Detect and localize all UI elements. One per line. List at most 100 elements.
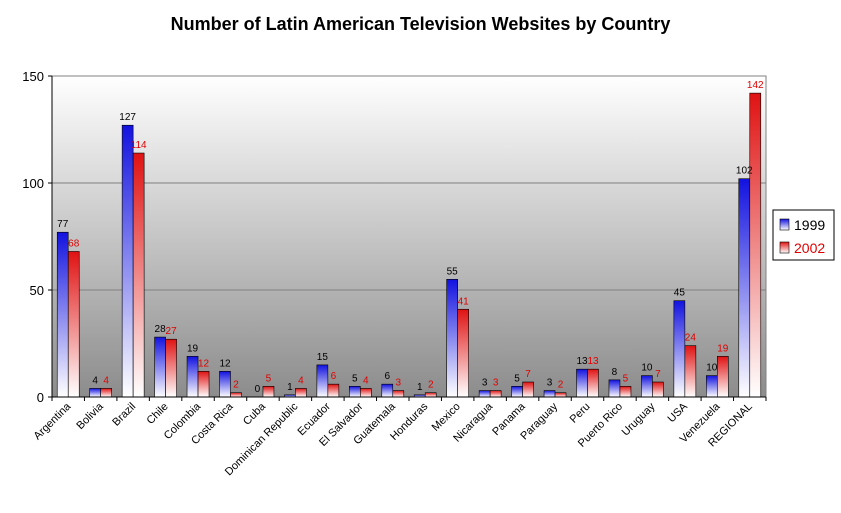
data-label-1999: 55 (447, 266, 459, 277)
data-label-1999: 12 (219, 358, 231, 369)
bar-2002-usa (684, 345, 697, 398)
data-label-2002: 3 (395, 378, 401, 389)
legend-label-1999: 1999 (794, 217, 825, 233)
bar-1999-paraguay (543, 390, 556, 398)
bar-2002-puerto-rico (619, 385, 632, 398)
x-tick-label: Peru (568, 401, 593, 426)
bar-1999-nicaragua (478, 390, 491, 398)
bar-1999-mexico (446, 278, 458, 398)
data-label-2002: 2 (558, 380, 564, 391)
data-label-2002: 4 (103, 375, 109, 386)
data-label-2002: 6 (331, 371, 337, 382)
y-tick-label: 150 (22, 69, 44, 84)
data-label-1999: 10 (706, 363, 718, 374)
bar-1999-ecuador (316, 364, 329, 398)
bar-1999-usa (673, 300, 686, 398)
data-label-1999: 45 (674, 288, 686, 299)
data-label-1999: 10 (641, 363, 653, 374)
y-tick-label: 0 (37, 390, 44, 405)
data-label-2002: 13 (587, 356, 599, 367)
data-label-2002: 3 (493, 378, 499, 389)
bar-2002-guatemala (392, 390, 405, 398)
data-label-2002: 7 (655, 369, 661, 380)
bar-1999-guatemala (381, 383, 394, 398)
bar-1999-colombia (186, 356, 199, 398)
data-label-2002: 4 (363, 375, 369, 386)
bar-1999-venezuela (706, 375, 718, 398)
bar-2002-mexico (457, 308, 469, 398)
bar-2002-argentina (67, 251, 80, 398)
legend-swatch-2002 (779, 241, 790, 254)
bar-2002-el-salvador (360, 388, 372, 398)
data-label-1999: 1 (417, 382, 423, 393)
data-label-2002: 5 (266, 373, 272, 384)
data-label-1999: 8 (612, 367, 618, 378)
x-tick-label: USA (666, 400, 691, 425)
legend: 1999 2002 (772, 209, 835, 261)
bar-2002-regional (749, 92, 762, 398)
chart-title: Number of Latin American Television Webs… (170, 14, 671, 34)
bar-2002-cuba (262, 385, 275, 398)
bar-2002-peru (587, 368, 599, 398)
data-label-1999: 19 (187, 343, 199, 354)
data-label-1999: 1 (287, 382, 293, 393)
data-label-2002: 7 (525, 369, 531, 380)
data-label-1999: 4 (92, 375, 98, 386)
bar-1999-uruguay (641, 375, 653, 398)
data-label-1999: 6 (384, 371, 390, 382)
bar-2002-paraguay (554, 392, 567, 398)
bar-1999-bolivia (89, 388, 101, 398)
bar-1999-el-salvador (349, 385, 361, 398)
bar-1999-brazil (121, 124, 134, 398)
x-tick-label: Cuba (241, 400, 269, 428)
data-label-1999: 102 (736, 166, 753, 177)
x-tick-label: Uruguay (620, 400, 658, 438)
data-label-1999: 3 (482, 378, 488, 389)
data-label-1999: 0 (255, 384, 261, 395)
legend-label-2002: 2002 (794, 240, 825, 256)
x-tick-label: Chile (144, 401, 170, 427)
bar-2002-brazil (132, 152, 145, 398)
data-label-2002: 24 (685, 333, 697, 344)
bar-1999-regional (738, 178, 751, 398)
bar-2002-ecuador (327, 383, 340, 398)
data-label-2002: 114 (131, 140, 147, 151)
bar-2002-uruguay (652, 381, 664, 398)
bar-1999-peru (576, 368, 588, 398)
data-label-1999: 5 (352, 373, 358, 384)
bar-2002-venezuela (717, 356, 729, 398)
x-tick-label: Bolivia (74, 400, 106, 432)
data-label-2002: 4 (298, 375, 304, 386)
bar-2002-panama (522, 381, 534, 398)
bar-1999-chile (154, 336, 166, 398)
bar-2002-colombia (197, 371, 210, 398)
bar-2002-chile (165, 338, 177, 398)
bar-2002-costa-rica (230, 392, 242, 398)
bar-2002-honduras (424, 392, 437, 398)
bar-2002-nicaragua (489, 390, 502, 398)
x-tick-label: Argentina (32, 400, 74, 442)
data-label-1999: 5 (514, 373, 520, 384)
data-label-1999: 77 (57, 219, 69, 230)
data-label-2002: 27 (166, 326, 178, 337)
data-label-1999: 28 (155, 324, 167, 335)
y-tick-label: 100 (22, 176, 44, 191)
data-label-2002: 68 (68, 238, 80, 249)
data-label-2002: 2 (233, 380, 239, 391)
data-label-1999: 13 (576, 356, 588, 367)
data-label-1999: 3 (547, 378, 553, 389)
data-label-1999: 127 (119, 112, 136, 123)
legend-swatch-1999 (779, 218, 790, 231)
y-tick-label: 50 (30, 283, 44, 298)
data-label-2002: 19 (717, 343, 729, 354)
data-label-2002: 41 (458, 296, 470, 307)
data-label-2002: 12 (198, 358, 210, 369)
bar-2002-dominican-republic (295, 388, 307, 398)
bar-1999-puerto-rico (608, 379, 621, 398)
bar-1999-argentina (56, 231, 69, 398)
bar-1999-costa-rica (219, 371, 231, 398)
data-label-1999: 15 (317, 352, 329, 363)
data-label-2002: 142 (747, 80, 764, 91)
data-label-2002: 5 (623, 373, 629, 384)
